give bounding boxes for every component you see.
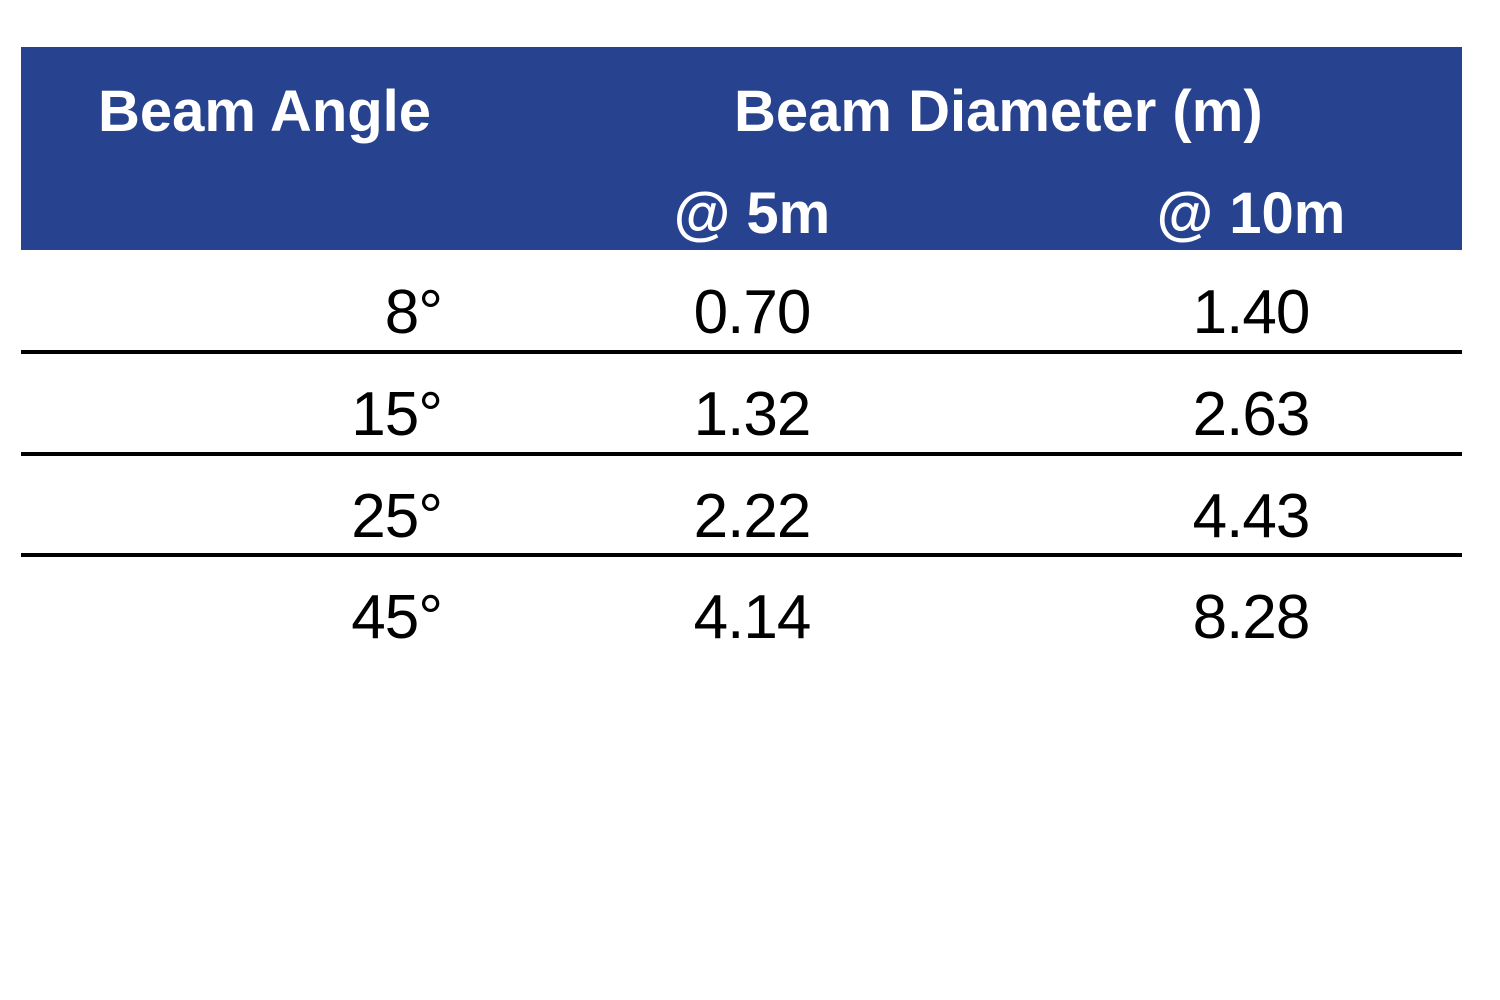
row-divider bbox=[21, 350, 1462, 354]
diameter-5m-cell: 2.22 bbox=[693, 482, 812, 551]
diameter-10m-cell: 4.43 bbox=[1192, 482, 1311, 551]
table-header: Beam Angle Beam Diameter (m) @ 5m @ 10m bbox=[21, 47, 1462, 250]
header-at-10m: @ 10m bbox=[1156, 181, 1346, 246]
diameter-5m-cell: 0.70 bbox=[693, 278, 812, 347]
header-at-5m: @ 5m bbox=[673, 181, 831, 246]
angle-cell: 45° bbox=[351, 583, 443, 652]
diameter-10m-cell: 8.28 bbox=[1192, 583, 1311, 652]
diameter-10m-cell: 1.40 bbox=[1192, 278, 1311, 347]
row-divider bbox=[21, 553, 1462, 557]
header-beam-diameter: Beam Diameter (m) bbox=[734, 79, 1263, 144]
diameter-10m-cell: 2.63 bbox=[1192, 380, 1311, 449]
diameter-5m-cell: 4.14 bbox=[693, 583, 812, 652]
diameter-5m-cell: 1.32 bbox=[693, 380, 812, 449]
row-divider bbox=[21, 452, 1462, 456]
angle-cell: 15° bbox=[351, 380, 443, 449]
angle-cell: 25° bbox=[351, 482, 443, 551]
header-beam-angle: Beam Angle bbox=[98, 79, 432, 144]
angle-cell: 8° bbox=[384, 278, 443, 347]
